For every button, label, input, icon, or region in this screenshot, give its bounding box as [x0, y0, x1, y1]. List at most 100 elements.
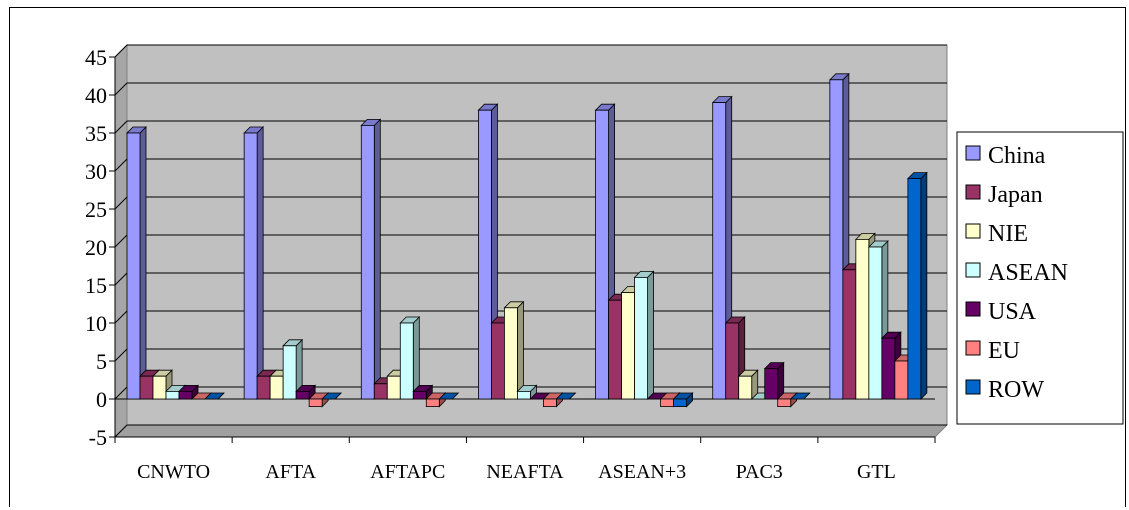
- gridlines: [114, 44, 947, 438]
- legend-label: USA: [988, 299, 1037, 325]
- bar-side-china-1: [256, 126, 264, 400]
- bar-side-row-6: [920, 171, 928, 400]
- x-category-label: NEAFTA: [486, 461, 564, 483]
- bar-side-china-2: [373, 118, 381, 400]
- bar-japan-AFTA: [256, 375, 271, 400]
- bar-eu-AFTAPC: [425, 398, 440, 407]
- bar-china-CNWTO: [126, 132, 141, 400]
- gridline-side: [114, 44, 128, 58]
- y-tick-label: 10: [85, 311, 107, 336]
- bar-side-asean-4: [647, 270, 654, 400]
- bar-asean-AFTA: [282, 345, 297, 400]
- bar-nie-ASEAN+3: [621, 292, 635, 400]
- legend-swatch: [965, 223, 981, 239]
- bar-top-row-3: [555, 392, 577, 400]
- bar-asean-CNWTO: [165, 390, 180, 400]
- legend-swatch: [965, 340, 981, 356]
- bar-nie-GTL: [855, 238, 870, 400]
- bars: [126, 72, 928, 408]
- bar-top-row-5: [789, 392, 811, 400]
- bar-usa-AFTA: [295, 390, 310, 400]
- bar-asean-ASEAN+3: [634, 276, 648, 400]
- bar-nie-AFTA: [269, 375, 284, 400]
- gridline-side: [114, 424, 128, 438]
- bar-japan-PAC3: [725, 322, 740, 400]
- bar-nie-AFTAPC: [386, 375, 401, 400]
- bar-usa-PAC3: [764, 368, 779, 400]
- bar-china-ASEAN+3: [595, 109, 609, 400]
- gridline-side: [114, 348, 128, 362]
- x-axis-category-labels: CNWTO AFTA AFTAPC NEAFTA ASEAN+3 PAC3 GTL: [137, 461, 896, 483]
- y-tick-label: 45: [85, 45, 107, 70]
- gridline-side: [114, 82, 128, 96]
- x-category-label: AFTAPC: [370, 461, 445, 483]
- chart-walls: [113, 43, 949, 439]
- bar-asean-GTL: [868, 246, 883, 400]
- y-tick-label: 40: [85, 83, 107, 108]
- bar-china-PAC3: [712, 102, 727, 400]
- y-tick-label: 15: [85, 273, 107, 298]
- bar-eu-GTL: [894, 360, 909, 400]
- chart-frame: [9, 7, 1126, 507]
- x-category-label: AFTA: [265, 461, 316, 483]
- gridline-side: [114, 386, 128, 400]
- bar-row-GTL: [907, 178, 922, 400]
- bar-nie-PAC3: [738, 375, 753, 400]
- bar-china-AFTA: [243, 132, 258, 400]
- gridline-side: [114, 158, 128, 172]
- bar-china-GTL: [829, 79, 844, 400]
- bar-side-china-0: [139, 126, 147, 400]
- legend-label: Japan: [988, 182, 1043, 208]
- bar-japan-AFTAPC: [373, 383, 388, 400]
- gridline-side: [114, 196, 128, 210]
- legend-swatch: [965, 262, 981, 278]
- legend-box: [956, 131, 1124, 425]
- y-tick-label: 5: [96, 349, 107, 374]
- gridline-side: [114, 234, 128, 248]
- bar-japan-NEAFTA: [491, 322, 505, 400]
- legend-label: ROW: [988, 377, 1044, 403]
- x-category-label: CNWTO: [137, 461, 210, 483]
- bar-usa-AFTAPC: [412, 390, 427, 400]
- legend-swatch: [965, 184, 981, 200]
- bar-top-row-2: [438, 392, 460, 400]
- bar-asean-AFTAPC: [399, 322, 414, 400]
- gridline-side: [114, 272, 128, 286]
- legend-swatch: [965, 379, 981, 395]
- bar-japan-GTL: [842, 269, 857, 400]
- bar-eu-AFTA: [308, 398, 323, 407]
- x-category-label: ASEAN+3: [598, 461, 686, 483]
- bar-asean-NEAFTA: [517, 390, 531, 400]
- bar-nie-NEAFTA: [504, 307, 518, 400]
- bar-row-ASEAN+3: [673, 398, 687, 407]
- y-tick-label: -5: [89, 425, 107, 450]
- bar-eu-ASEAN+3: [660, 398, 674, 407]
- bar-top-row-1: [321, 392, 343, 400]
- bar-china-NEAFTA: [478, 109, 492, 400]
- floor: [113, 424, 949, 438]
- y-tick-label: 30: [85, 159, 107, 184]
- y-tick-label: 35: [85, 121, 107, 146]
- legend-swatch: [965, 301, 981, 317]
- bar-usa-GTL: [881, 337, 896, 400]
- legend-label: ASEAN: [988, 260, 1068, 286]
- gridline-side: [114, 310, 128, 324]
- x-category-label: PAC3: [736, 461, 783, 483]
- legend-label: China: [988, 143, 1046, 169]
- y-tick-label: 0: [96, 387, 107, 412]
- y-axis-tick-labels: -5 0 5 10 15 20 25 30 35 40 45: [85, 45, 107, 450]
- x-category-label: GTL: [857, 461, 896, 483]
- y-tick-label: 25: [85, 197, 107, 222]
- bar-nie-CNWTO: [152, 375, 167, 400]
- bar-eu-NEAFTA: [543, 398, 557, 407]
- legend: China Japan NIE ASEAN USA EU ROW: [956, 131, 1124, 425]
- bar-eu-PAC3: [777, 398, 792, 407]
- bar-japan-CNWTO: [139, 375, 154, 400]
- legend-swatch: [965, 145, 981, 161]
- bar-japan-ASEAN+3: [608, 299, 622, 400]
- legend-label: NIE: [988, 221, 1028, 247]
- bar-china-AFTAPC: [360, 125, 375, 400]
- bar-top-row-0: [204, 392, 225, 400]
- gridline-side: [114, 120, 128, 134]
